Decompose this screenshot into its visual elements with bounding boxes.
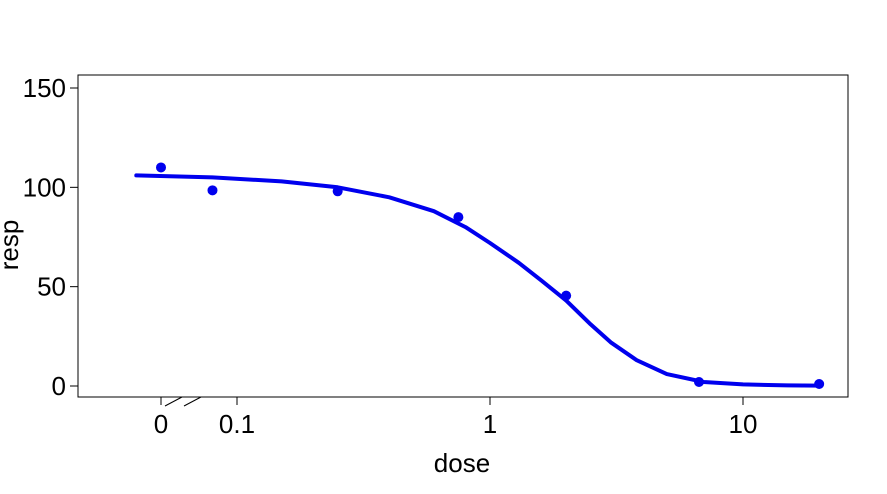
data-point	[207, 185, 218, 196]
y-axis: 0 50 100 150	[23, 73, 79, 401]
data-point	[693, 377, 704, 388]
y-tick-label: 100	[23, 172, 66, 202]
x-tick-label: 1	[483, 409, 497, 439]
x-tick-label: 0.1	[219, 409, 255, 439]
x-tick-label: 10	[729, 409, 758, 439]
x-axis-label: dose	[434, 448, 490, 478]
data-point	[332, 186, 343, 197]
fitted-curve	[134, 173, 822, 388]
y-tick-label: 150	[23, 73, 66, 103]
x-tick-label: 0	[154, 409, 168, 439]
axis-break-marker	[164, 396, 202, 407]
data-points	[156, 162, 825, 390]
x-axis: 0 0.1 1 10	[154, 396, 848, 439]
y-tick-label: 0	[52, 371, 66, 401]
plot-frame	[77, 74, 849, 398]
data-point	[156, 162, 166, 173]
y-tick-label: 50	[37, 272, 66, 302]
data-point	[561, 290, 572, 301]
y-axis-label: resp	[0, 220, 24, 271]
data-point	[814, 379, 825, 390]
data-point	[453, 212, 464, 223]
